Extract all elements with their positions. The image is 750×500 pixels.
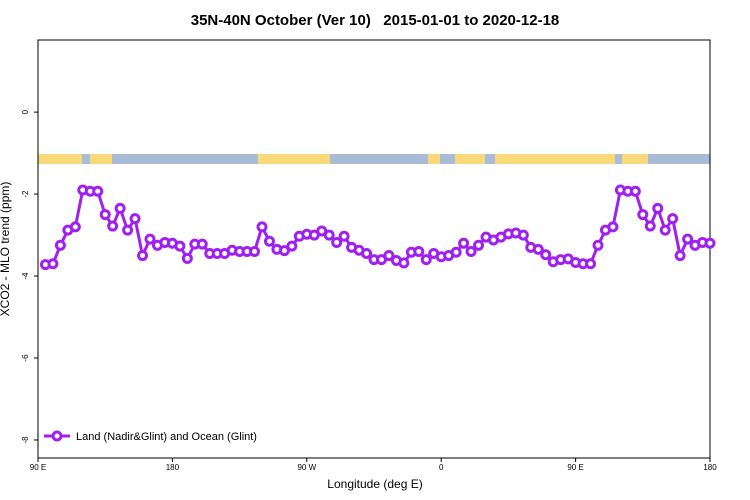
data-point <box>473 239 485 251</box>
data-point <box>331 236 343 248</box>
land-ocean-strip <box>38 154 710 164</box>
plot-frame <box>37 39 711 459</box>
x-tick-label: 90 E <box>567 463 583 472</box>
data-point <box>413 245 425 257</box>
legend: Land (Nadir&Glint) and Ocean (Glint) <box>44 430 257 443</box>
data-point <box>704 237 716 249</box>
data-point <box>174 240 186 252</box>
data-point <box>144 233 156 245</box>
data-point <box>450 246 462 258</box>
data-point <box>196 238 208 250</box>
data-point <box>420 254 432 266</box>
data-point <box>607 221 619 233</box>
y-axis-label: XCO2 - MLO trend (ppm) <box>0 182 12 317</box>
data-point <box>682 233 694 245</box>
data-point <box>47 258 59 270</box>
data-point <box>137 250 149 262</box>
data-point <box>458 237 470 249</box>
data-point <box>256 221 268 233</box>
data-point <box>644 220 656 232</box>
data-point <box>107 220 119 232</box>
data-point <box>129 213 141 225</box>
y-tick-label: -4 <box>21 272 30 280</box>
data-point <box>517 229 529 241</box>
data-point <box>54 239 66 251</box>
data-point <box>652 202 664 214</box>
data-point <box>398 257 410 269</box>
data-point <box>92 185 104 197</box>
y-tick-label: 0 <box>21 109 30 114</box>
data-point <box>286 240 298 252</box>
data-point <box>465 245 477 257</box>
chart-title: 35N-40N October (Ver 10) 2015-01-01 to 2… <box>191 12 560 29</box>
legend-label: Land (Nadir&Glint) and Ocean (Glint) <box>76 431 257 443</box>
data-point <box>659 224 671 236</box>
data-point <box>383 250 395 262</box>
data-point <box>249 245 261 257</box>
data-point <box>99 209 111 221</box>
data-point <box>585 258 597 270</box>
data-point <box>114 202 126 214</box>
data-point <box>361 248 373 260</box>
y-tick-label: -6 <box>21 354 30 362</box>
data-point <box>592 239 604 251</box>
data-point <box>540 249 552 261</box>
data-point <box>69 221 81 233</box>
data-point <box>338 230 350 242</box>
data-point <box>667 213 679 225</box>
y-tick-label: -2 <box>21 190 30 198</box>
data-point <box>263 235 275 247</box>
data-point <box>323 229 335 241</box>
data-point <box>629 185 641 197</box>
x-tick-label: 180 <box>703 463 717 472</box>
x-tick-label: 0 <box>439 463 444 472</box>
y-tick-label: -8 <box>21 436 30 444</box>
data-point <box>637 209 649 221</box>
x-axis-label: Longitude (deg E) <box>327 477 422 491</box>
data-point <box>278 245 290 257</box>
data-point <box>181 252 193 264</box>
legend-marker <box>51 430 63 442</box>
data-point <box>122 224 134 236</box>
data-point <box>674 250 686 262</box>
x-tick-label: 90 E <box>30 463 46 472</box>
x-tick-label: 180 <box>166 463 180 472</box>
x-tick-label: 90 W <box>297 463 316 472</box>
data-point <box>532 243 544 255</box>
